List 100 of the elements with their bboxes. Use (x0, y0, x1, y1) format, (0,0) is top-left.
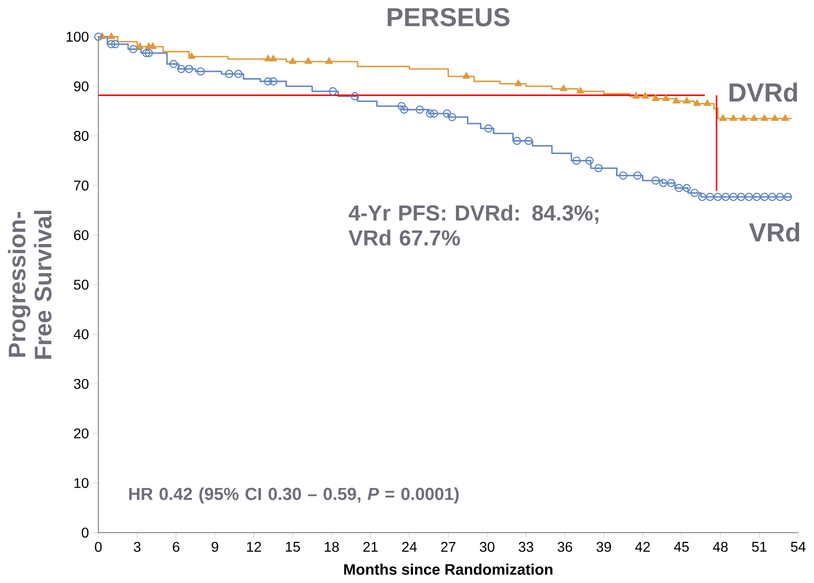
point (740, 114, 748, 122)
point (782, 114, 789, 122)
x-tick-label: 15 (286, 542, 300, 552)
point (768, 192, 776, 202)
point (169, 60, 178, 68)
point (397, 102, 406, 110)
point (693, 100, 701, 106)
point (144, 49, 153, 58)
point (514, 80, 522, 86)
point (674, 184, 684, 192)
point (442, 110, 452, 118)
point (328, 87, 338, 96)
point (400, 106, 408, 114)
x-tick-label: 9 (212, 542, 218, 552)
point (704, 100, 712, 106)
series-label: VRd (748, 222, 800, 242)
point (188, 52, 196, 60)
point (304, 58, 312, 64)
point (196, 67, 205, 76)
point (269, 77, 278, 86)
point (560, 84, 568, 92)
y-tick-label: 50 (74, 280, 88, 290)
y-tick-label: 90 (74, 81, 88, 92)
x-tick-label: 0 (94, 542, 102, 552)
point (264, 55, 272, 62)
point (585, 156, 594, 165)
point (264, 77, 272, 86)
point (619, 172, 628, 180)
y-tick-label: 0 (82, 528, 88, 538)
x-tick-label: 42 (635, 542, 650, 552)
x-tick-label: 54 (790, 542, 806, 552)
point (129, 45, 138, 54)
point (448, 113, 456, 122)
x-tick-label: 51 (752, 542, 766, 552)
point (111, 40, 120, 48)
x-axis-title: Months since Randomization (344, 564, 552, 575)
y-tick-label: 20 (74, 428, 88, 439)
point (651, 176, 660, 185)
annotation: 4-Yr PFS: DVRd: 84.3%; VRd 67.7% (348, 204, 598, 246)
y-tick-label: 80 (74, 131, 88, 142)
point (698, 192, 706, 202)
point (690, 188, 699, 198)
point (225, 70, 234, 78)
x-tick-label: 18 (324, 542, 339, 552)
point (632, 92, 640, 99)
point (177, 64, 186, 74)
point (184, 64, 194, 74)
point (706, 192, 714, 202)
point (572, 156, 581, 165)
y-tick-label: 60 (74, 230, 88, 240)
y-tick-label: 10 (74, 478, 88, 488)
point (94, 32, 102, 41)
chart-title: PERSEUS (388, 8, 510, 26)
y-tick-label: 70 (74, 180, 88, 191)
x-tick-label: 3 (134, 542, 140, 552)
point (524, 136, 533, 146)
point (484, 124, 493, 133)
point (136, 42, 144, 50)
point (107, 40, 116, 48)
x-tick-label: 45 (674, 542, 689, 552)
point (760, 192, 769, 202)
point (760, 114, 768, 122)
point (430, 110, 438, 118)
y-tick-label: 40 (74, 329, 88, 340)
point (737, 192, 746, 202)
point (633, 172, 642, 180)
point (652, 94, 660, 102)
point (662, 94, 670, 102)
point (776, 192, 784, 202)
point (672, 97, 680, 104)
x-tick-label: 24 (402, 542, 417, 552)
point (771, 114, 779, 122)
point (350, 92, 360, 100)
point (659, 179, 668, 188)
x-tick-label: 30 (480, 542, 494, 552)
point (594, 164, 603, 172)
point (325, 58, 333, 64)
x-tick-label: 6 (172, 542, 180, 552)
point (682, 184, 691, 192)
point (683, 97, 690, 104)
y-tick-label: 100 (66, 32, 88, 42)
x-tick-label: 12 (247, 542, 261, 552)
x-tick-label: 21 (363, 542, 378, 552)
point (729, 192, 738, 202)
point (730, 114, 738, 122)
point (714, 192, 722, 202)
x-tick-label: 39 (596, 542, 611, 552)
series-label: DVRd (730, 82, 798, 102)
point (576, 87, 584, 94)
y-tick-label: 30 (74, 378, 88, 389)
point (719, 114, 727, 122)
point (462, 72, 470, 79)
x-tick-label: 27 (441, 542, 456, 552)
y-axis-title: Progression-Free Survival (8, 210, 52, 359)
point (416, 106, 424, 114)
x-tick-label: 36 (558, 542, 572, 552)
point (667, 179, 676, 188)
point (642, 92, 649, 99)
point (289, 58, 296, 64)
x-tick-label: 33 (518, 542, 534, 552)
